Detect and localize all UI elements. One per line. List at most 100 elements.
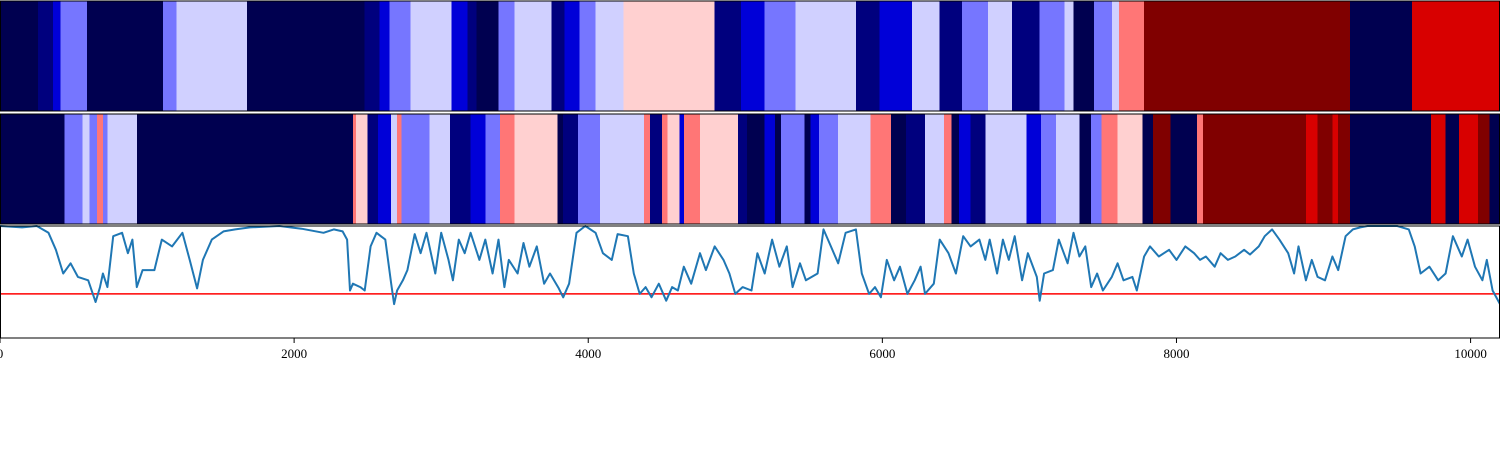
band-segment: [1119, 1, 1145, 111]
band-segment: [397, 114, 402, 224]
band-segment: [1041, 114, 1057, 224]
band-segment: [1055, 114, 1080, 224]
band-segment: [1111, 1, 1120, 111]
band-segment: [1338, 114, 1351, 224]
band-segment: [551, 1, 566, 111]
band-segment: [855, 1, 880, 111]
band-segment: [1197, 114, 1204, 224]
band-segment: [367, 114, 379, 224]
band-segment: [951, 114, 960, 224]
band-segment: [577, 114, 601, 224]
x-tick-label: 10000: [1454, 346, 1487, 361]
band-segment: [379, 1, 391, 111]
band-segment: [1073, 1, 1095, 111]
x-tick-label: 6000: [869, 346, 895, 361]
band-segment: [679, 114, 685, 224]
band-segment: [38, 1, 54, 111]
band-segment: [500, 114, 516, 224]
band-segment: [1332, 114, 1339, 224]
band-segment: [136, 114, 354, 224]
band-segment: [1079, 114, 1092, 224]
band-segment: [1458, 114, 1479, 224]
signal-line-panel: [0, 225, 1500, 339]
band-segment: [0, 114, 66, 224]
band-segment: [1026, 114, 1042, 224]
band-segment: [86, 1, 164, 111]
band-segment: [1317, 114, 1333, 224]
band-segment: [107, 114, 138, 224]
band-segment: [401, 114, 430, 224]
band-segment: [838, 114, 871, 224]
band-segment: [102, 114, 108, 224]
band-segment: [470, 114, 486, 224]
band-segment: [82, 114, 91, 224]
band-segment: [451, 1, 469, 111]
band-segment: [741, 1, 766, 111]
band-segment: [644, 114, 651, 224]
band-segment: [1152, 114, 1171, 224]
band-segment: [810, 114, 820, 224]
band-segment: [905, 114, 926, 224]
band-segment: [1350, 1, 1413, 111]
band-segment: [879, 1, 913, 111]
band-segment: [925, 114, 945, 224]
band-segment: [429, 114, 451, 224]
band-segment: [623, 1, 716, 111]
band-segment: [352, 114, 357, 224]
band-segment: [780, 114, 805, 224]
band-segment: [595, 1, 624, 111]
band-segment: [514, 114, 558, 224]
state-band-panel-middle: [0, 113, 1500, 225]
band-segment: [364, 1, 380, 111]
band-segment: [1170, 114, 1198, 224]
plot-background: [0, 226, 1500, 338]
band-segment: [944, 114, 952, 224]
band-segment: [747, 114, 766, 224]
band-segment: [1202, 114, 1307, 224]
band-segment: [52, 1, 61, 111]
band-segment: [579, 1, 596, 111]
band-segment: [391, 114, 398, 224]
band-segment: [804, 114, 811, 224]
band-segment: [60, 1, 88, 111]
band-segment: [564, 1, 580, 111]
band-segment: [667, 114, 680, 224]
band-segment: [355, 114, 369, 224]
band-segment: [650, 114, 663, 224]
band-segment: [1039, 1, 1066, 111]
band-segment: [819, 114, 839, 224]
band-segment: [1411, 1, 1500, 111]
x-tick-label: 0: [0, 346, 3, 361]
band-segment: [970, 114, 986, 224]
state-band-panel-top: [0, 0, 1500, 112]
band-segment: [1445, 114, 1460, 224]
band-segment: [1430, 114, 1446, 224]
band-segment: [1477, 114, 1491, 224]
band-segment: [410, 1, 452, 111]
band-segment: [764, 114, 776, 224]
band-segment: [700, 114, 739, 224]
band-segment: [485, 114, 501, 224]
band-segment: [1094, 1, 1113, 111]
band-segment: [163, 1, 177, 111]
band-segment: [1091, 114, 1102, 224]
band-segment: [514, 1, 552, 111]
band-segment: [795, 1, 857, 111]
band-segment: [958, 114, 971, 224]
band-segment: [247, 1, 366, 111]
band-segment: [1350, 114, 1432, 224]
band-segment: [870, 114, 892, 224]
band-segment: [0, 1, 39, 111]
signal-line: [0, 225, 1500, 306]
band-segment: [557, 114, 564, 224]
band-segment: [1489, 114, 1500, 224]
band-segment: [683, 114, 701, 224]
band-segment: [498, 1, 516, 111]
band-segment: [89, 114, 98, 224]
band-segment: [450, 114, 471, 224]
band-segment: [911, 1, 941, 111]
band-segment: [939, 1, 963, 111]
band-segment: [1101, 114, 1119, 224]
x-tick-label: 8000: [1163, 346, 1189, 361]
